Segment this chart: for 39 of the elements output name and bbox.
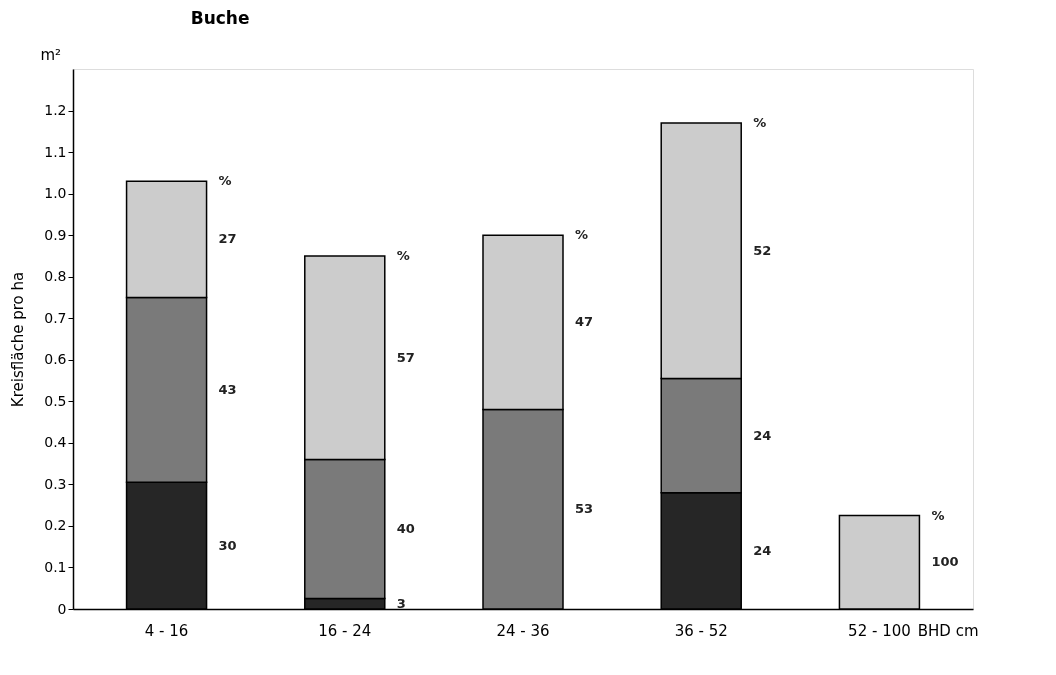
annotation: 24 <box>753 427 772 443</box>
y-tick-label: 0.6 <box>44 351 67 368</box>
annotation: 52 <box>753 242 772 258</box>
y-tick-label: 1.2 <box>44 102 67 119</box>
y-tick-label: 0.1 <box>44 558 67 575</box>
text: m² <box>40 46 61 64</box>
annotation: 40 <box>396 521 415 537</box>
annotation: % <box>931 507 945 523</box>
y-tick-label: 0 <box>57 600 67 617</box>
y-tick-label: 0.8 <box>44 268 67 285</box>
annotation: 24 <box>753 542 772 558</box>
annotation: 100 <box>931 554 959 570</box>
y-tick-label: 0.4 <box>44 434 67 451</box>
x-tick-label: 52 - 100 <box>848 621 911 640</box>
annotation: % <box>396 247 410 263</box>
annotation: % <box>218 173 232 189</box>
annotation: 53 <box>575 501 594 517</box>
x-tick-label: 36 - 52 <box>674 621 728 640</box>
y-axis-title: Kreisfläche pro ha <box>9 271 28 408</box>
y-tick-label: 0.7 <box>44 309 67 326</box>
y-tick-label: 0.2 <box>44 517 67 534</box>
annotation: 47 <box>575 314 594 330</box>
annotation: 57 <box>396 349 415 365</box>
annotation: 30 <box>218 537 237 553</box>
x-tick-label: 16 - 24 <box>318 621 372 640</box>
annotation: 27 <box>218 231 237 247</box>
y-tick-label: 0.5 <box>44 392 67 409</box>
y-tick-label: 1.0 <box>44 185 67 202</box>
chart-title: Buche <box>190 8 250 28</box>
y-tick-label: 1.1 <box>44 143 67 160</box>
y-tick-label: 0.3 <box>44 475 67 492</box>
x-tick-label: 4 - 16 <box>144 621 189 640</box>
annotation: % <box>753 115 767 130</box>
annotation: % <box>575 227 589 243</box>
x-tick-label: 24 - 36 <box>496 621 550 640</box>
y-tick-label: 0.9 <box>44 226 67 243</box>
x-axis-title: BHD cm <box>917 621 979 640</box>
annotation: 43 <box>218 381 237 397</box>
annotation: 3 <box>396 595 406 611</box>
